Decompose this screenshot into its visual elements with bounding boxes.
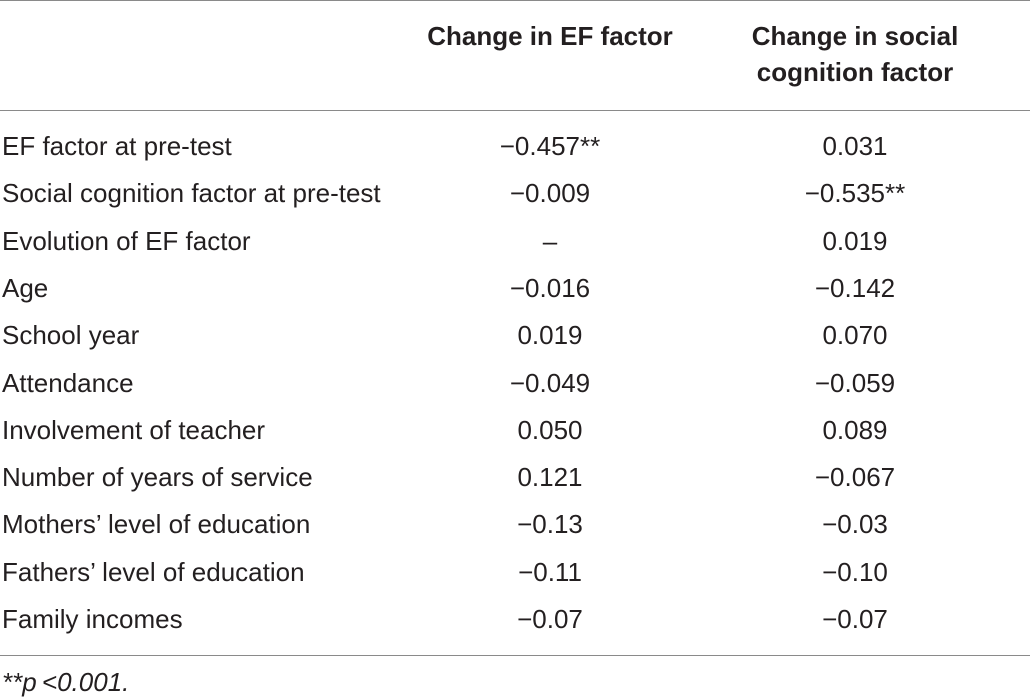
row-label: Fathers’ level of education xyxy=(2,556,305,587)
table-row: Family incomes −0.07 −0.07 xyxy=(0,596,1030,643)
cell-ef-change: −0.049 xyxy=(509,367,591,398)
column-header-sc-line1: Change in social xyxy=(751,21,959,51)
table-row: Mothers’ level of education −0.13 −0.03 xyxy=(0,501,1030,548)
cell-social-cognition-change: −0.067 xyxy=(814,462,896,493)
table-row: Evolution of EF factor – 0.019 xyxy=(0,218,1030,265)
row-label: Evolution of EF factor xyxy=(2,225,251,256)
cell-social-cognition-change: −0.10 xyxy=(822,556,888,587)
cell-ef-change: 0.121 xyxy=(517,462,583,493)
row-label: Mothers’ level of education xyxy=(2,509,311,540)
row-label: Number of years of service xyxy=(2,462,313,493)
cell-ef-change: −0.11 xyxy=(518,556,582,587)
cell-social-cognition-change: −0.07 xyxy=(822,604,888,634)
cell-social-cognition-change: 0.031 xyxy=(822,131,888,161)
cell-social-cognition-change: −0.059 xyxy=(814,367,896,398)
cell-social-cognition-change: 0.019 xyxy=(822,225,888,256)
cell-ef-change: – xyxy=(542,225,558,256)
column-header-sc-line2: cognition factor xyxy=(756,57,954,87)
row-label: Social cognition factor at pre-test xyxy=(2,178,381,209)
row-label: EF factor at pre-test xyxy=(2,131,232,161)
row-label: Family incomes xyxy=(2,604,183,634)
cell-ef-change: −0.016 xyxy=(509,272,591,303)
table-row: EF factor at pre-test −0.457** 0.031 xyxy=(0,123,1030,170)
cell-ef-change: 0.050 xyxy=(517,414,583,445)
table-row: Social cognition factor at pre-test −0.00… xyxy=(0,170,1030,217)
cell-social-cognition-change: −0.142 xyxy=(814,272,896,303)
table-row: Age −0.016 −0.142 xyxy=(0,265,1030,312)
row-label: Age xyxy=(2,272,49,303)
cell-ef-change: 0.019 xyxy=(517,320,583,351)
cell-social-cognition-change: 0.070 xyxy=(822,320,888,351)
table-row: Involvement of teacher 0.050 0.089 xyxy=(0,407,1030,454)
cell-ef-change: −0.009 xyxy=(509,178,591,209)
column-header-ef-change-label: Change in EF factor xyxy=(427,21,673,51)
row-label: Involvement of teacher xyxy=(2,414,266,445)
cell-social-cognition-change: −0.535** xyxy=(804,178,906,209)
cell-social-cognition-change: 0.089 xyxy=(822,414,888,445)
column-header-ef-change: Change in EF factor xyxy=(398,18,702,54)
row-label: Attendance xyxy=(2,367,134,398)
table-row: School year 0.019 0.070 xyxy=(0,312,1030,359)
table-row: Attendance −0.049 −0.059 xyxy=(0,360,1030,407)
cell-ef-change: −0.13 xyxy=(517,509,583,540)
table-row: Number of years of service 0.121 −0.067 xyxy=(0,454,1030,501)
table-top-rule xyxy=(0,0,1030,1)
cell-social-cognition-change: −0.03 xyxy=(822,509,888,540)
column-header-social-cognition-change: Change in social cognition factor xyxy=(705,18,1005,90)
table-row: Fathers’ level of education −0.11 −0.10 xyxy=(0,549,1030,596)
row-label: School year xyxy=(2,320,140,351)
table-footnote: **p <0.001. xyxy=(2,667,130,697)
table-bottom-rule xyxy=(0,655,1030,656)
cell-ef-change: −0.457** xyxy=(499,131,601,161)
header-divider-rule xyxy=(0,110,1030,111)
cell-ef-change: −0.07 xyxy=(517,604,583,634)
